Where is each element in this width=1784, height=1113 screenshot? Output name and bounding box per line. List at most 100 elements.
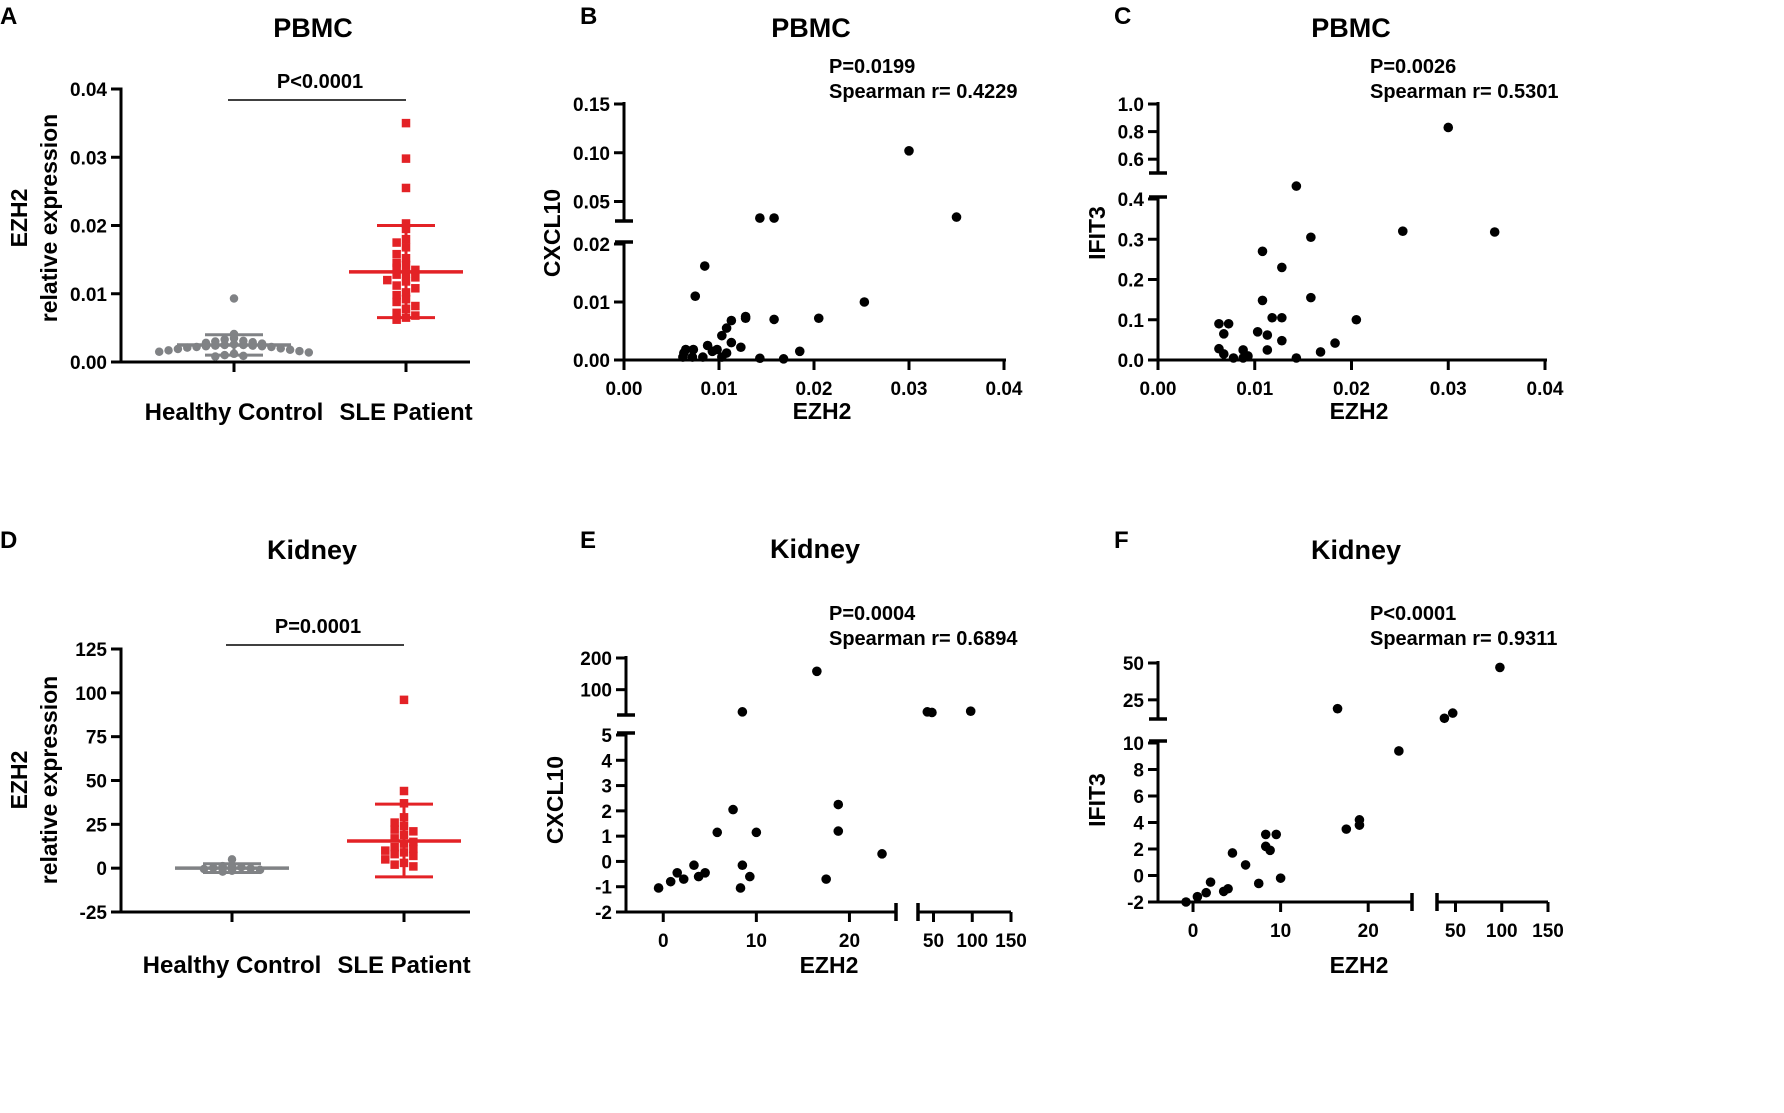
data-point xyxy=(833,826,844,836)
data-point xyxy=(1439,713,1450,724)
data-point xyxy=(1218,349,1229,359)
x-tick-label: 20 xyxy=(1358,921,1379,942)
data-point xyxy=(381,846,390,855)
data-point xyxy=(794,346,805,357)
data-point xyxy=(859,297,870,307)
y-tick-label: 200 xyxy=(580,649,612,670)
data-point xyxy=(1315,347,1326,357)
y-tick-label: 0.2 xyxy=(1118,271,1144,292)
data-point xyxy=(1181,897,1191,907)
x-tick-label: 10 xyxy=(1270,921,1291,942)
data-point xyxy=(728,804,738,815)
data-point xyxy=(411,311,420,320)
data-point xyxy=(409,862,418,871)
data-point xyxy=(1443,122,1454,133)
x-category-label: SLE Patient xyxy=(339,399,472,426)
y-tick-label: 0 xyxy=(601,852,612,873)
data-point xyxy=(707,346,718,357)
y-tick-label: 2 xyxy=(601,802,612,823)
data-point xyxy=(401,183,411,193)
y-tick-label: 0.15 xyxy=(573,95,610,116)
x-tick-label: 0.02 xyxy=(1333,379,1370,400)
data-point xyxy=(1228,353,1239,363)
x-tick-label: 20 xyxy=(839,931,860,952)
panel-c: C PBMC P=0.0026 Spearman r= 0.5301 0.0 0.1 0.2… xyxy=(1084,3,1564,424)
data-point xyxy=(693,871,704,882)
data-point xyxy=(653,883,664,893)
data-point xyxy=(392,263,401,273)
data-point xyxy=(1218,329,1229,339)
data-point xyxy=(751,827,762,838)
data-point xyxy=(833,799,844,810)
data-point xyxy=(173,344,183,354)
x-tick-label: 10 xyxy=(746,931,767,952)
data-point xyxy=(401,118,411,128)
data-point xyxy=(392,290,401,300)
chart-title: PBMC xyxy=(1311,13,1391,43)
y-tick-label: 0.04 xyxy=(70,80,107,101)
x-tick-label: 0.04 xyxy=(1527,379,1564,400)
p-value: P<0.0001 xyxy=(1370,603,1456,625)
data-point xyxy=(304,348,314,357)
y-tick-label: 1.0 xyxy=(1118,95,1144,116)
data-point xyxy=(1277,335,1287,346)
data-point xyxy=(726,337,737,348)
y-tick-label: 10 xyxy=(1123,734,1144,755)
data-point xyxy=(678,874,689,884)
x-tick-label: 0.00 xyxy=(1140,379,1177,400)
data-point xyxy=(778,354,789,364)
data-point xyxy=(390,834,399,843)
data-point xyxy=(769,213,779,223)
y-tick-label: -2 xyxy=(1127,893,1144,914)
data-point xyxy=(726,315,737,326)
data-point xyxy=(1271,829,1282,840)
data-point xyxy=(383,275,392,285)
y-tick-label: 75 xyxy=(86,728,108,749)
y-tick-label: -25 xyxy=(80,903,108,924)
x-category-label: SLE Patient xyxy=(337,952,470,979)
data-point xyxy=(678,352,688,362)
data-point xyxy=(1351,314,1362,325)
data-point xyxy=(1218,886,1229,897)
data-point xyxy=(1223,318,1234,329)
panel-d: D Kidney -25 0 25 50 75 100 125 EZH2 relative expr… xyxy=(0,527,471,979)
data-point xyxy=(154,347,164,357)
p-value: P=0.0001 xyxy=(275,616,361,638)
y-tick-label: 0.02 xyxy=(573,235,610,256)
data-point xyxy=(688,344,699,355)
y-tick-label: 100 xyxy=(75,684,107,705)
data-point xyxy=(672,868,683,878)
data-point xyxy=(699,261,710,271)
y-tick-label: 0.01 xyxy=(573,293,610,314)
p-value: P=0.0199 xyxy=(829,56,915,78)
panel-letter: E xyxy=(580,527,596,554)
data-point xyxy=(735,883,746,893)
data-point xyxy=(736,342,746,353)
y-tick-label: 2 xyxy=(1133,840,1144,861)
y-tick-label: 0.1 xyxy=(1118,311,1145,332)
data-point xyxy=(737,860,748,871)
data-point xyxy=(1495,662,1505,673)
data-point xyxy=(877,849,887,859)
data-point xyxy=(712,827,723,838)
y-tick-label: 50 xyxy=(1123,654,1144,675)
x-tick-label: 50 xyxy=(923,931,944,952)
x-tick-label: 0.02 xyxy=(796,379,833,400)
data-point xyxy=(390,825,399,834)
y-axis-label-2: relative expression xyxy=(36,114,62,322)
y-tick-label: 0 xyxy=(1133,867,1144,888)
data-point xyxy=(227,855,237,864)
y-tick-label: 8 xyxy=(1133,761,1144,782)
chart-title: PBMC xyxy=(273,13,353,43)
y-tick-label: 6 xyxy=(1133,787,1144,808)
x-tick-label: 100 xyxy=(1486,921,1518,942)
data-point xyxy=(1262,330,1273,340)
data-point xyxy=(390,860,399,869)
data-point xyxy=(1257,295,1268,306)
x-category-label: Healthy Control xyxy=(145,399,324,426)
y-tick-label: 0.05 xyxy=(573,193,610,214)
x-category-label: Healthy Control xyxy=(143,952,322,979)
y-tick-label: 0.8 xyxy=(1118,123,1144,144)
y-axis-label: EZH2 xyxy=(6,751,32,810)
data-point xyxy=(1330,338,1340,348)
